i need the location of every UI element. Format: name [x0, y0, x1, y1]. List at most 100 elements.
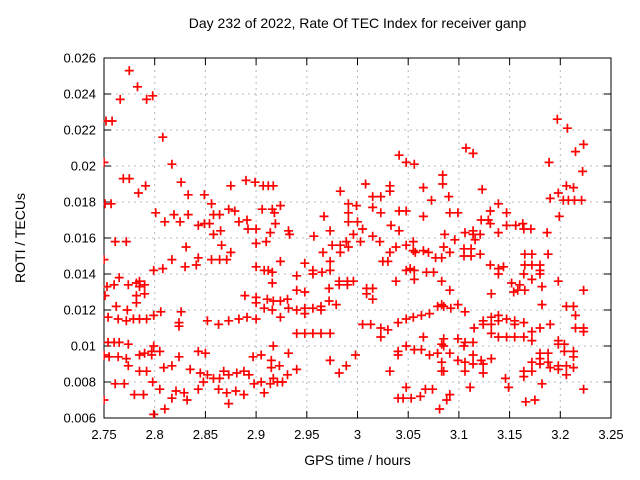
data-point-marker — [226, 247, 236, 257]
data-point-marker — [175, 217, 185, 227]
data-point-marker — [554, 211, 564, 221]
data-point-marker — [561, 370, 571, 380]
data-point-marker — [527, 274, 537, 284]
data-point-marker — [385, 366, 395, 376]
data-point-marker — [141, 181, 151, 191]
grid-lines — [104, 58, 611, 418]
y-tick-label: 0.024 — [63, 87, 96, 102]
data-point-marker — [502, 314, 512, 324]
data-point-marker — [147, 350, 157, 360]
data-point-marker — [440, 229, 450, 239]
data-point-marker — [526, 224, 536, 234]
data-point-marker — [149, 265, 159, 275]
data-point-marker — [278, 377, 287, 387]
data-point-marker — [444, 192, 454, 202]
y-tick-label: 0.014 — [63, 267, 96, 282]
data-point-marker — [129, 390, 139, 400]
data-point-marker — [156, 307, 166, 317]
data-point-marker — [386, 220, 396, 230]
data-point-marker — [562, 123, 572, 133]
data-point-marker — [493, 269, 503, 279]
data-point-marker — [468, 337, 478, 347]
data-point-marker — [542, 228, 552, 238]
data-point-marker — [368, 192, 378, 202]
data-point-marker — [325, 265, 335, 275]
data-point-marker — [460, 357, 470, 367]
data-point-marker — [140, 348, 150, 358]
data-point-marker — [485, 219, 495, 229]
data-point-marker — [486, 289, 496, 299]
data-point-marker — [242, 312, 252, 322]
data-point-marker — [308, 303, 318, 313]
data-point-marker — [445, 348, 455, 358]
data-point-marker — [207, 255, 216, 265]
data-point-marker — [507, 278, 517, 288]
data-point-marker — [149, 310, 159, 320]
data-point-marker — [224, 316, 234, 326]
data-point-marker — [545, 363, 555, 373]
data-point-marker — [119, 379, 129, 389]
data-point-marker — [182, 395, 192, 405]
data-point-marker — [319, 211, 329, 221]
data-point-marker — [348, 229, 358, 239]
data-point-marker — [113, 352, 123, 362]
data-point-marker — [418, 246, 428, 256]
data-point-marker — [155, 346, 165, 356]
data-point-marker — [453, 300, 463, 310]
data-point-marker — [202, 370, 212, 380]
data-point-marker — [504, 382, 514, 392]
data-point-marker — [151, 208, 161, 218]
data-point-marker — [469, 323, 479, 333]
data-point-marker — [216, 226, 226, 236]
data-point-marker — [268, 373, 278, 383]
data-point-marker — [215, 373, 225, 383]
data-point-marker — [343, 242, 353, 252]
data-point-marker — [124, 174, 134, 184]
data-point-marker — [199, 190, 209, 200]
data-point-marker — [160, 217, 170, 227]
data-point-marker — [409, 159, 419, 169]
data-point-marker — [104, 352, 114, 362]
y-tick-label: 0.012 — [63, 303, 96, 318]
data-point-marker — [275, 201, 285, 211]
data-point-marker — [341, 237, 351, 247]
data-point-marker — [445, 390, 455, 400]
data-point-marker — [343, 208, 353, 218]
data-point-marker — [121, 316, 131, 326]
data-point-marker — [398, 393, 408, 403]
data-point-marker — [527, 366, 537, 376]
data-point-marker — [110, 237, 120, 247]
data-point-marker — [234, 217, 244, 227]
data-point-marker — [226, 181, 236, 191]
data-point-marker — [262, 294, 272, 304]
data-point-marker — [501, 373, 510, 383]
data-point-marker — [527, 260, 537, 270]
data-point-marker — [410, 247, 420, 257]
data-point-marker — [569, 352, 578, 362]
data-point-marker — [265, 228, 275, 238]
data-point-marker — [232, 368, 242, 378]
data-point-marker — [427, 195, 436, 205]
data-point-marker — [493, 310, 503, 320]
data-point-marker — [324, 296, 334, 306]
data-point-marker — [368, 283, 378, 293]
y-tick-label: 0.006 — [63, 411, 96, 426]
data-point-marker — [269, 208, 279, 218]
data-point-marker — [535, 359, 545, 369]
data-point-marker — [243, 224, 253, 234]
data-point-marker — [241, 175, 251, 185]
data-point-marker — [493, 332, 503, 342]
data-point-marker — [518, 219, 528, 229]
data-point-marker — [334, 280, 344, 290]
data-point-marker — [408, 312, 418, 322]
data-point-marker — [579, 139, 589, 149]
data-point-marker — [174, 321, 184, 331]
data-point-marker — [131, 291, 141, 301]
data-point-marker — [418, 211, 428, 221]
data-point-marker — [300, 258, 310, 268]
data-point-marker — [176, 307, 186, 317]
data-point-marker — [214, 384, 224, 394]
data-point-marker — [283, 294, 292, 304]
data-point-marker — [327, 240, 337, 250]
data-point-marker — [376, 323, 386, 333]
